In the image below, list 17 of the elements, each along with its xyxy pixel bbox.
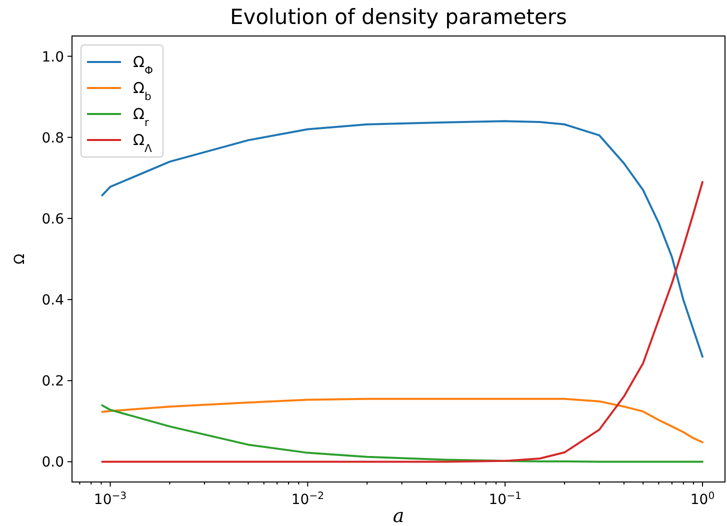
legend-label: Ω$_{r}$ bbox=[133, 105, 150, 128]
x-axis-title: a bbox=[392, 505, 404, 526]
legend-label: Ω$_{Λ}$ bbox=[133, 131, 152, 154]
legend-label: Ω$_{Φ}$ bbox=[133, 53, 153, 76]
y-tick-label: 0.0 bbox=[42, 454, 64, 471]
x-tick-label: 10$^{−3}$ bbox=[94, 490, 127, 508]
chart-title: Evolution of density parameters bbox=[230, 5, 567, 29]
y-tick-label: 0.8 bbox=[42, 130, 64, 146]
x-tick-label: 10$^{−1}$ bbox=[488, 490, 522, 508]
y-axis-title: Ω bbox=[12, 253, 28, 264]
x-tick-label: 10$^{−2}$ bbox=[291, 490, 324, 508]
y-tick-label: 0.6 bbox=[42, 211, 64, 228]
y-tick-label: 1.0 bbox=[42, 49, 64, 66]
y-tick-label: 0.2 bbox=[42, 374, 64, 390]
x-tick-label: 10$^{0}$ bbox=[690, 490, 715, 508]
y-tick-label: 0.4 bbox=[42, 292, 64, 309]
legend-label: Ω$_{b}$ bbox=[133, 79, 152, 102]
